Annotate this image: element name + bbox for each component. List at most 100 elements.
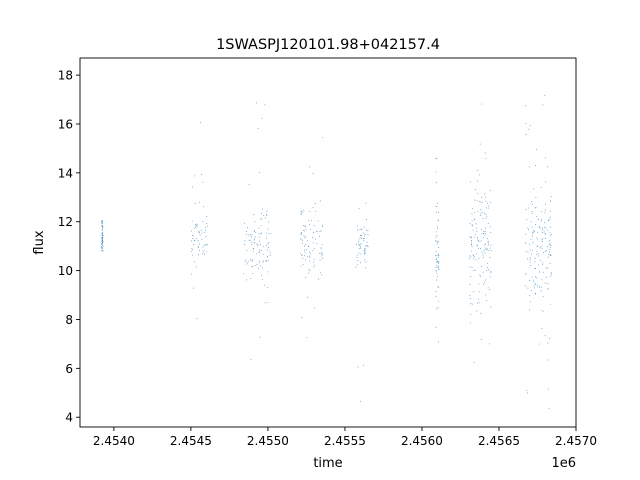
data-point (480, 313, 482, 314)
data-point (476, 236, 478, 238)
data-point (267, 286, 269, 288)
data-point (256, 253, 258, 255)
data-point (481, 240, 482, 242)
data-point (435, 266, 437, 268)
data-point (247, 227, 249, 228)
data-point (485, 294, 487, 296)
data-point (531, 213, 533, 214)
data-point (550, 272, 552, 274)
data-point (536, 216, 538, 218)
x-tick-label: 2.4570 (555, 434, 597, 448)
data-point (469, 236, 471, 238)
data-point (540, 227, 542, 229)
data-point (259, 336, 261, 338)
data-point (486, 216, 488, 218)
data-point (245, 231, 247, 233)
data-point (312, 250, 314, 251)
data-point (437, 341, 439, 343)
data-point (319, 259, 321, 261)
data-point (307, 296, 309, 298)
data-point (482, 218, 484, 220)
data-point (469, 298, 471, 300)
data-point (314, 307, 316, 309)
data-point (527, 287, 529, 289)
data-point (198, 232, 200, 234)
data-point (359, 229, 361, 230)
data-point (259, 244, 261, 246)
data-point (101, 237, 103, 239)
x-axis-offset-label: 1e6 (551, 456, 576, 471)
data-point (545, 181, 547, 183)
data-point (534, 283, 536, 285)
data-point (478, 291, 480, 293)
data-point (259, 260, 261, 262)
data-point (536, 284, 538, 286)
data-point (527, 207, 529, 209)
x-tick-label: 2.4540 (93, 434, 135, 448)
data-point (365, 202, 367, 204)
data-point (313, 266, 315, 268)
data-point (265, 259, 267, 261)
data-point (201, 229, 203, 231)
data-point (469, 256, 471, 258)
data-point (548, 388, 550, 390)
data-point (320, 274, 322, 276)
data-point (486, 248, 488, 250)
data-point (486, 262, 488, 264)
data-point (312, 242, 314, 244)
data-point (480, 229, 482, 231)
data-point (485, 158, 487, 160)
data-point (533, 230, 535, 232)
data-point (309, 252, 311, 254)
data-point (101, 246, 103, 247)
data-point (436, 308, 438, 310)
data-point (361, 238, 363, 239)
data-point (476, 180, 478, 182)
data-point (482, 254, 484, 256)
data-point (473, 361, 475, 363)
data-point (313, 261, 315, 263)
data-point (251, 241, 252, 243)
data-point (101, 220, 103, 222)
data-point (269, 255, 271, 256)
data-point (313, 225, 315, 227)
data-point (205, 244, 206, 246)
data-point (198, 254, 200, 256)
data-point (246, 279, 248, 281)
data-point (549, 239, 551, 241)
data-point (102, 241, 104, 243)
data-point (438, 266, 440, 268)
data-point (256, 102, 258, 104)
data-point (470, 181, 472, 183)
data-point (541, 327, 543, 329)
data-point (470, 313, 472, 315)
data-point (203, 231, 205, 233)
data-point (477, 302, 479, 304)
observing-season-2 (190, 122, 208, 320)
data-point (469, 266, 471, 268)
data-point (486, 269, 488, 271)
data-point (303, 255, 305, 257)
data-point (438, 265, 440, 267)
data-point (360, 262, 361, 264)
data-point (480, 247, 481, 249)
data-point (488, 241, 489, 243)
data-point (102, 250, 104, 252)
data-point (261, 278, 263, 280)
y-axis: 4 6 8 10 12 14 16 18 (58, 69, 80, 425)
data-point (534, 230, 536, 232)
data-point (540, 259, 542, 261)
data-point (435, 295, 437, 297)
data-point (256, 243, 258, 245)
data-point (101, 241, 103, 243)
data-point (358, 243, 360, 245)
data-point (547, 283, 549, 284)
data-point (247, 261, 249, 263)
data-point (102, 234, 104, 236)
data-point (359, 244, 361, 246)
data-point (362, 364, 364, 366)
data-point (550, 226, 551, 228)
x-axis-label: time (313, 456, 342, 471)
data-point (309, 166, 310, 168)
data-point (201, 174, 203, 175)
